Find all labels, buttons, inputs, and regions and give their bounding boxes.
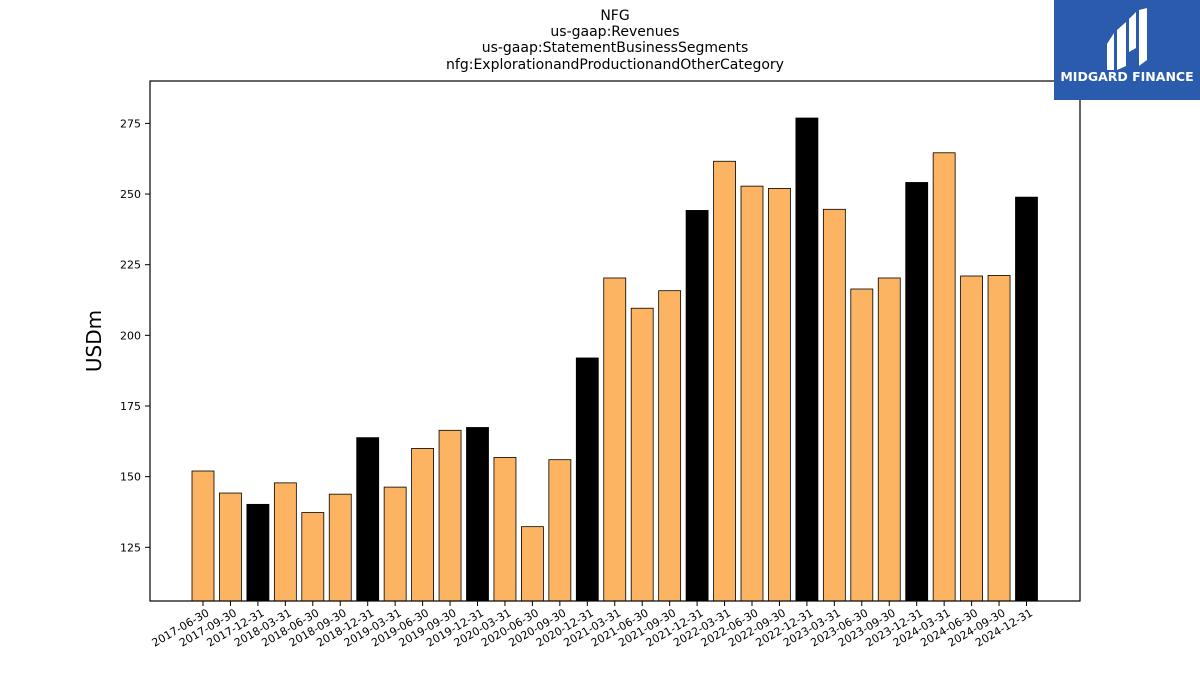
bar-2022-03-31 <box>713 160 736 602</box>
bar-2024-06-30 <box>960 275 983 602</box>
y-tick-label: 275 <box>120 117 141 130</box>
chart-title-line-2: us-gaap:Revenues <box>550 24 679 40</box>
y-axis: 125 150 175 200 225 250 275 <box>120 117 150 554</box>
bar-2022-12-31 <box>795 117 819 602</box>
bar-2022-06-30 <box>740 185 764 602</box>
bar-2019-09-30 <box>438 429 462 602</box>
chart-title: NFG us-gaap:Revenues us-gaap:StatementBu… <box>446 8 784 73</box>
bar-2019-12-31 <box>466 427 489 602</box>
bar-2019-06-30 <box>411 447 435 602</box>
bar-series <box>191 117 1038 602</box>
midgard-finance-logo: MIDGARD FINANCE <box>1054 0 1200 100</box>
bar-2020-06-30 <box>521 526 544 602</box>
y-tick-label: 125 <box>120 541 141 554</box>
y-tick-label: 200 <box>120 329 141 342</box>
bar-2018-06-30 <box>301 512 325 602</box>
bar-2021-12-31 <box>685 210 709 602</box>
bar-2018-09-30 <box>328 493 352 602</box>
bar-2023-03-31 <box>822 208 846 602</box>
chart-title-line-1: NFG <box>600 8 629 24</box>
bar-2024-12-31 <box>1015 196 1038 602</box>
y-tick-label: 225 <box>120 259 141 272</box>
bar-2023-09-30 <box>877 277 901 602</box>
bar-2021-09-30 <box>658 290 682 602</box>
bar-2018-12-31 <box>356 437 380 602</box>
x-axis: 2017-06-302017-09-302017-12-312018-03-31… <box>150 601 1035 650</box>
plot-frame <box>149 80 1081 602</box>
bar-2022-09-30 <box>768 187 791 602</box>
bar-2021-06-30 <box>630 307 654 602</box>
bar-2021-03-31 <box>603 277 627 602</box>
y-tick-label: 150 <box>120 471 141 484</box>
bar-2023-12-31 <box>905 182 929 602</box>
bar-2019-03-31 <box>383 486 407 602</box>
logo-text: MIDGARD FINANCE <box>1060 69 1193 84</box>
chart-title-line-3: us-gaap:StatementBusinessSegments <box>482 40 749 56</box>
bar-2023-06-30 <box>850 288 874 602</box>
bar-2024-03-31 <box>932 152 956 602</box>
bar-2017-12-31 <box>246 503 270 602</box>
bar-2020-09-30 <box>548 459 572 602</box>
y-tick-label: 250 <box>120 188 141 201</box>
bar-2020-03-31 <box>493 457 517 602</box>
y-axis-label: USDm <box>82 310 106 372</box>
bar-2017-06-30 <box>191 470 215 602</box>
midgard-logo-mark-icon <box>1107 8 1147 70</box>
bar-2018-03-31 <box>273 482 297 602</box>
bar-2017-09-30 <box>219 492 242 602</box>
y-tick-label: 175 <box>120 400 141 413</box>
bar-2020-12-31 <box>575 357 599 602</box>
chart-title-line-4: nfg:ExplorationandProductionandOtherCate… <box>446 57 784 73</box>
bar-2024-09-30 <box>987 275 1011 602</box>
